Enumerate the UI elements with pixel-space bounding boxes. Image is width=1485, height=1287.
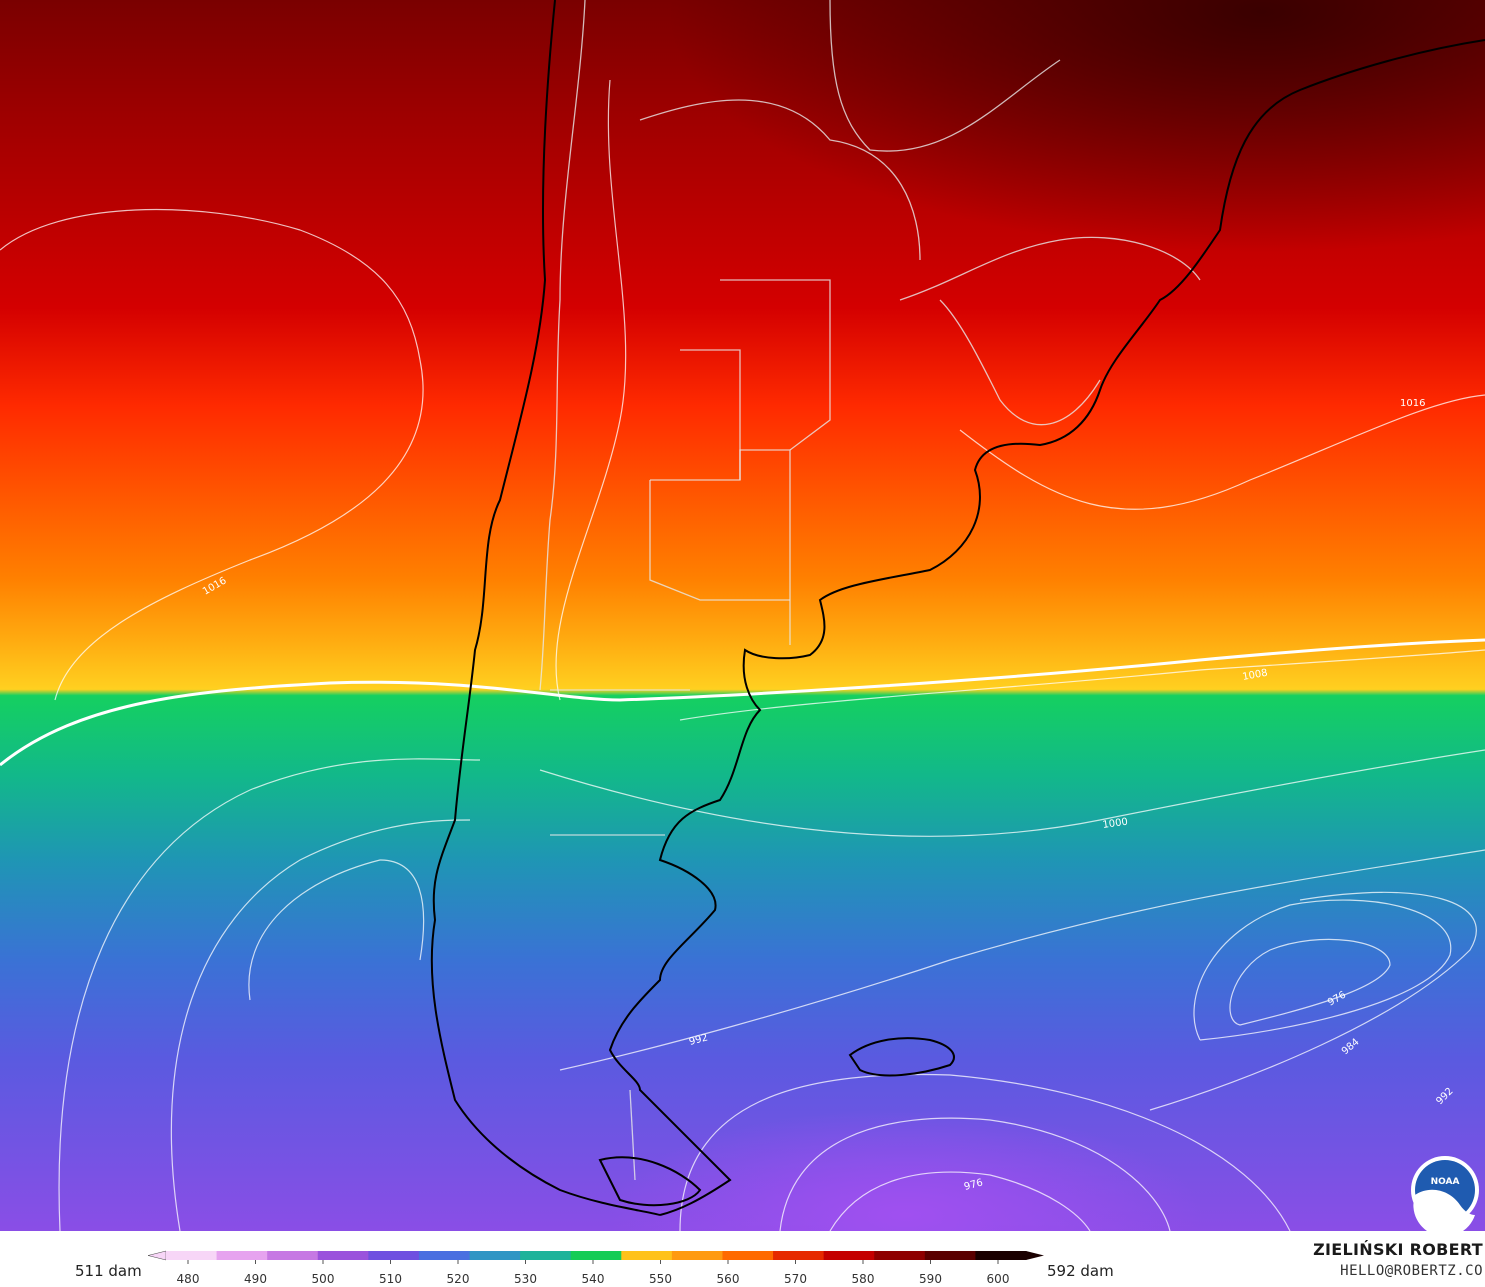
noaa-logo: NOAA (1411, 1156, 1479, 1231)
colorbar-tick-label: 540 (582, 1272, 605, 1286)
isobar-984 (1149, 891, 1477, 1111)
colorbar-segment (722, 1251, 774, 1260)
isobar-label: 992 (688, 1032, 709, 1048)
colorbar-tick-label: 490 (244, 1272, 267, 1286)
colorbar-tick-label: 590 (919, 1272, 942, 1286)
isobar-992 (559, 849, 1485, 1071)
isobar-label: 1000 (1102, 817, 1129, 831)
coastlines (430, 0, 1485, 1216)
isobar-west-3 (58, 758, 481, 1231)
colorbar-tick-label: 600 (987, 1272, 1010, 1286)
colorbar-segment (823, 1251, 875, 1260)
author-name: ZIELIŃSKI ROBERT (1313, 1240, 1483, 1259)
isobar-1000 (539, 749, 1485, 837)
isobar-label: 976 (963, 1177, 984, 1193)
province-line-7 (629, 1089, 636, 1181)
colorbar-segment (621, 1251, 673, 1260)
colorbar-tick-label: 550 (649, 1272, 672, 1286)
isobar-980-east (1193, 899, 1452, 1041)
chile-coast (430, 0, 661, 1216)
isobar-label: 1016 (1400, 398, 1425, 409)
colorbar-tick-label: 530 (514, 1272, 537, 1286)
colorbar-segment (368, 1251, 420, 1260)
author-contact: HELLO@ROBERTZ.CO (1340, 1263, 1483, 1279)
colorbar-segment (267, 1251, 319, 1260)
lower-low-shade (0, 700, 1485, 1231)
colorbar-tick-label: 510 (379, 1272, 402, 1286)
uruguay-border (939, 299, 1101, 426)
province-line-5 (680, 349, 741, 480)
colorbar-segment (671, 1251, 723, 1260)
paraguay-border (829, 0, 1061, 152)
colorbar-segment (216, 1251, 268, 1260)
isobar-976-east (1229, 938, 1391, 1026)
colorbar-tick-label: 580 (852, 1272, 875, 1286)
province-line-2 (649, 480, 790, 601)
isobars (0, 79, 1485, 1231)
colorbar-segment (570, 1251, 622, 1260)
tierra-del-fuego (598, 1156, 702, 1207)
isobar-west-2 (170, 819, 471, 1231)
isobar-1016-west (0, 208, 424, 701)
colorbar-tick-label: 500 (312, 1272, 335, 1286)
max-value-label: 592 dam (1047, 1262, 1114, 1280)
upper-high-shade (0, 0, 1485, 600)
falklands (848, 1037, 955, 1077)
colorbar-segment (469, 1251, 521, 1260)
colorbar-segment (975, 1251, 1027, 1260)
noaa-logo-text: NOAA (1431, 1177, 1460, 1187)
colorbar-tick-label: 570 (784, 1272, 807, 1286)
colorbar-segment (166, 1251, 218, 1260)
min-value-label: 511 dam (75, 1262, 142, 1280)
province-line-6 (720, 279, 831, 451)
colorbar-arrow-min (148, 1250, 167, 1261)
isobar-992-south (679, 1073, 1291, 1231)
colorbar-tick-label: 520 (447, 1272, 470, 1286)
colorbar-segment (418, 1251, 471, 1260)
colorbar-tick-label: 560 (717, 1272, 740, 1286)
boundary-contour (0, 638, 1485, 767)
colorbar-segment (773, 1251, 825, 1260)
isobar-label: 1008 (1242, 668, 1269, 683)
political-borders (539, 0, 1201, 1181)
colorbar-segment (520, 1251, 572, 1260)
brazil-border (899, 236, 1201, 301)
south-america-coast (608, 39, 1485, 1216)
isobar-1008 (679, 649, 1485, 721)
isobar-976-south (829, 1171, 1091, 1231)
colorbar-segment (317, 1251, 369, 1260)
colorbar: 480 490 500 510 520 530 540 550 560 570 580 590 600 (148, 1250, 1044, 1286)
isobar-west-low (248, 859, 425, 1001)
isobar-1016-east (959, 394, 1485, 510)
colorbar-tick-label: 480 (177, 1272, 200, 1286)
colorbar-arrow-max (1026, 1251, 1044, 1260)
height-map: 1016 1016 1008 1000 992 984 976 976 992 … (0, 0, 1485, 1231)
colorbar-segment (924, 1251, 976, 1260)
colorbar-segment (874, 1251, 926, 1260)
isobar-andes (555, 79, 627, 701)
argentina-north-border (639, 99, 921, 261)
chile-argentina-border (539, 0, 586, 691)
isobar-984-south (779, 1117, 1171, 1231)
